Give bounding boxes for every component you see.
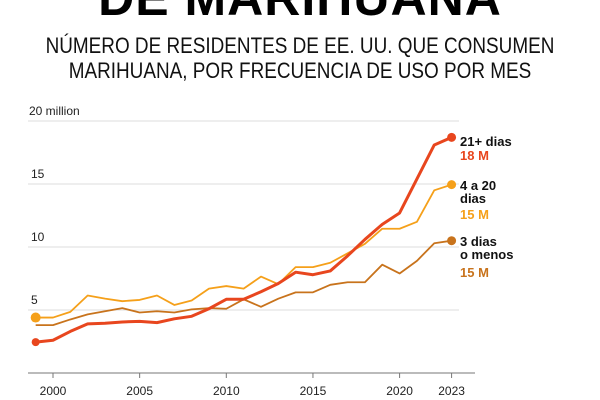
subtitle-line-2: MARIHUANA, POR FRECUENCIA DE USO POR MES <box>68 58 532 83</box>
series-end-value: 15 M <box>460 207 489 222</box>
y-tick-label: 10 <box>31 230 45 244</box>
x-tick-label: 2010 <box>213 384 240 398</box>
series-label: 3 dias <box>460 234 497 249</box>
series-label: 4 a 20 <box>460 178 496 193</box>
series-start-dot <box>30 312 41 323</box>
x-tick-label: 2005 <box>126 384 153 398</box>
series-line-1 <box>35 183 452 319</box>
series-line-0 <box>35 136 453 344</box>
series-end-dot <box>447 132 457 142</box>
y-tick-label: 20 million <box>29 104 80 118</box>
series-end-dot <box>447 236 457 246</box>
x-tick-label: 2023 <box>438 384 465 398</box>
chart-subtitle: NÚMERO DE RESIDENTES DE EE. UU. QUE CONS… <box>42 33 558 83</box>
series-label: dias <box>460 191 486 206</box>
y-tick-label: 5 <box>31 293 38 307</box>
series-line-2 <box>35 239 452 327</box>
series-end-value: 15 M <box>460 265 489 280</box>
x-tick-label: 2015 <box>300 384 327 398</box>
series-label: 21+ dias <box>460 134 512 149</box>
x-tick-label: 2000 <box>40 384 67 398</box>
chart-title: DE MARIHUANA <box>0 0 600 24</box>
series-label: o menos <box>460 247 513 262</box>
series-start-dot <box>31 338 40 347</box>
series-end-value: 18 M <box>460 148 489 163</box>
series-end-dot <box>447 180 457 190</box>
x-tick-label: 2020 <box>386 384 413 398</box>
subtitle-line-1: NÚMERO DE RESIDENTES DE EE. UU. QUE CONS… <box>45 33 555 58</box>
y-tick-label: 15 <box>31 167 45 181</box>
